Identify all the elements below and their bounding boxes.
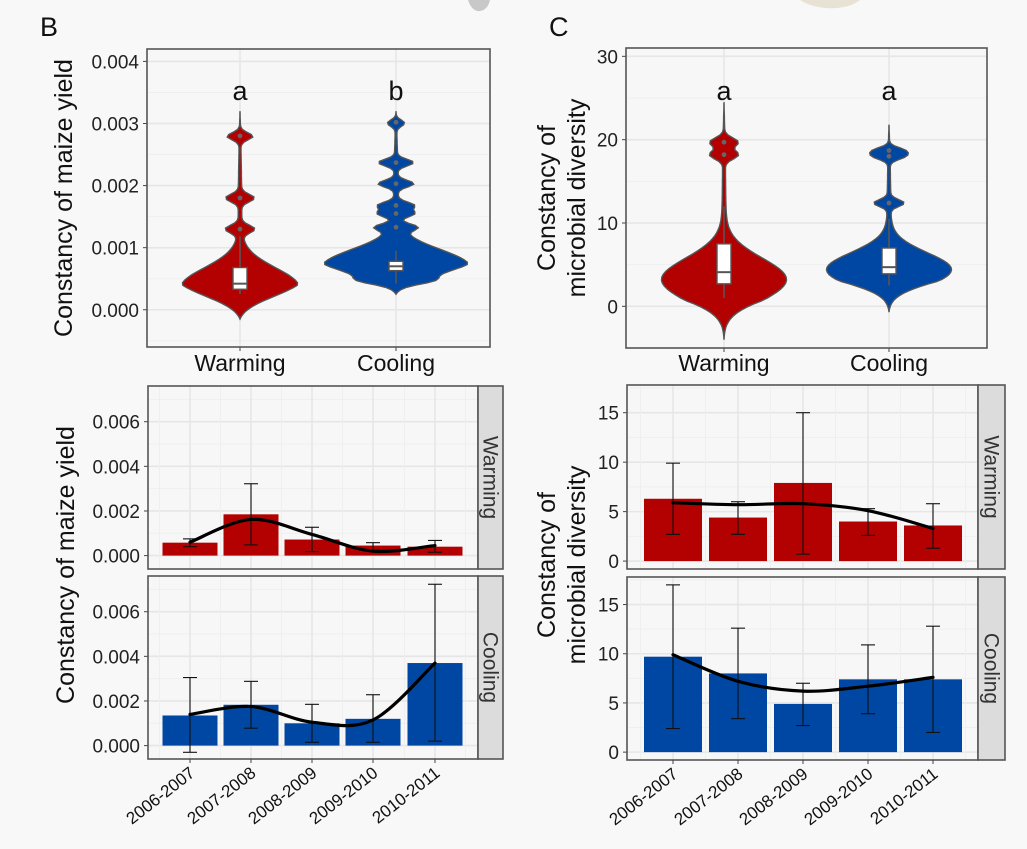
x-tick-label: 2010-2011 bbox=[867, 764, 942, 828]
facet-strip-label: Warming bbox=[980, 435, 1003, 518]
x-category-label: Warming bbox=[678, 350, 769, 376]
y-tick-label: 15 bbox=[598, 404, 619, 425]
y-tick-label: 10 bbox=[598, 453, 619, 474]
facet-warming: 0 5 10 15 Warming bbox=[598, 384, 1006, 573]
outlier-point bbox=[886, 148, 892, 153]
plots-layer: 0.000 0.001 0.002 0.003 0.004 a Warming b Coolin… bbox=[50, 47, 1006, 829]
outlier-point bbox=[721, 139, 727, 145]
significance-letter: b bbox=[388, 76, 403, 106]
y-tick-label: 5 bbox=[608, 503, 619, 524]
x-tick-label: 2009-2010 bbox=[801, 764, 877, 829]
facet-strip bbox=[477, 575, 504, 760]
plot-border bbox=[146, 48, 491, 348]
violin-warming bbox=[181, 111, 299, 321]
panel-label-b: B bbox=[40, 12, 58, 42]
y-tick-label: 0.002 bbox=[91, 177, 139, 198]
y-tick-label: 0.006 bbox=[92, 413, 140, 434]
box-iqr bbox=[881, 247, 897, 275]
violin-cooling bbox=[825, 124, 953, 313]
outlier-point bbox=[393, 119, 399, 125]
x-category-label: Warming bbox=[194, 350, 285, 376]
box-iqr bbox=[232, 266, 248, 290]
y-tick-label: 0.001 bbox=[91, 239, 139, 260]
outlier-point bbox=[393, 181, 399, 187]
significance-letter: a bbox=[881, 76, 897, 106]
trend-line bbox=[671, 653, 935, 693]
outlier-point bbox=[237, 195, 243, 201]
y-tick-label: 0.003 bbox=[91, 115, 139, 136]
y-tick-label: 10 bbox=[598, 645, 619, 666]
trend-line bbox=[188, 661, 437, 728]
y-axis-label: Constancy ofmicrobial diversity bbox=[533, 98, 591, 297]
y-tick-label: 0 bbox=[608, 743, 619, 764]
significance-letter: a bbox=[232, 76, 248, 106]
x-tick-label: 2006-2007 bbox=[606, 764, 682, 829]
y-tick-label: 0.000 bbox=[92, 737, 140, 758]
y-tick-label: 0.000 bbox=[91, 301, 139, 322]
outlier-point bbox=[886, 200, 892, 206]
violin-panel-c: 0 10 20 30 a Warming a Cooling Constancy ofmicro… bbox=[533, 47, 988, 376]
y-axis-label: Constancy of maize yield bbox=[50, 59, 78, 337]
y-tick-label: 30 bbox=[597, 47, 618, 68]
y-axis-label: Constancy of maize yield bbox=[52, 426, 80, 704]
decorative-blob-icon bbox=[468, 0, 490, 12]
facet-strip bbox=[977, 384, 1006, 570]
box-iqr bbox=[716, 243, 732, 285]
x-tick-label: 2010-2011 bbox=[369, 763, 444, 827]
plot-area bbox=[626, 48, 987, 348]
outlier-point bbox=[721, 152, 727, 158]
panel-label-c: C bbox=[549, 12, 569, 42]
y-tick-label: 0.002 bbox=[92, 692, 140, 713]
y-tick-label: 20 bbox=[597, 131, 618, 152]
outlier-point bbox=[886, 153, 892, 159]
plot-area bbox=[148, 386, 478, 569]
y-tick-label: 0.004 bbox=[92, 647, 140, 668]
trend-line bbox=[671, 501, 935, 531]
outlier-point bbox=[393, 211, 399, 216]
bar-panel-b: 0.0000.0020.0040.006Warming0.0000.0020.0… bbox=[52, 385, 504, 828]
violin-cooling bbox=[323, 111, 469, 296]
bar-panel-c: 0 5 10 15 Warming 0 5 10 15 Cooling 2006-20072007-… bbox=[533, 384, 1006, 829]
outlier-point bbox=[393, 224, 399, 230]
facet-cooling: 0.000 0.002 0.004 0.006 Cooling bbox=[92, 575, 504, 760]
plot-area bbox=[147, 49, 490, 347]
facet-strip bbox=[977, 576, 1006, 761]
facet-strip-label: Warming bbox=[479, 436, 502, 519]
outlier-point bbox=[237, 226, 243, 232]
outlier-point bbox=[237, 133, 243, 139]
y-tick-label: 0.002 bbox=[92, 502, 140, 523]
y-tick-label: 0 bbox=[607, 297, 618, 318]
decorative-image-fragment-icon bbox=[800, 0, 860, 9]
significance-letter: a bbox=[716, 76, 732, 106]
x-tick-label: 2008-2009 bbox=[736, 764, 812, 829]
facet-strip bbox=[477, 385, 504, 570]
y-tick-label: 0.004 bbox=[91, 52, 139, 73]
x-tick-label: 2007-2008 bbox=[671, 764, 747, 829]
y-tick-label: 0.000 bbox=[92, 547, 140, 568]
bar-2006-2007 bbox=[162, 542, 218, 556]
plot-border bbox=[625, 47, 988, 349]
y-tick-label: 0.004 bbox=[92, 457, 140, 478]
x-category-label: Cooling bbox=[357, 350, 435, 376]
outlier-point bbox=[393, 203, 399, 208]
y-tick-label: 0 bbox=[608, 552, 619, 573]
facet-warming: 0.000 0.002 0.004 0.006 Warming bbox=[92, 385, 504, 570]
facet-strip-label: Cooling bbox=[980, 633, 1003, 704]
trend-line bbox=[188, 517, 437, 554]
y-tick-label: 5 bbox=[608, 694, 619, 715]
x-category-label: Cooling bbox=[850, 350, 928, 376]
y-axis-label: Constancy ofmicrobial diversity bbox=[533, 465, 591, 664]
x-tick-label: 2009-2010 bbox=[306, 763, 382, 828]
facet-strip-label: Cooling bbox=[479, 632, 502, 703]
facet-cooling: 0 5 10 15 Cooling bbox=[598, 576, 1006, 764]
y-tick-label: 10 bbox=[597, 214, 618, 235]
outlier-point bbox=[393, 160, 399, 166]
y-tick-label: 0.006 bbox=[92, 603, 140, 624]
y-tick-label: 15 bbox=[598, 596, 619, 617]
violin-panel-b: 0.000 0.001 0.002 0.003 0.004 a Warming b Coolin… bbox=[50, 48, 491, 376]
